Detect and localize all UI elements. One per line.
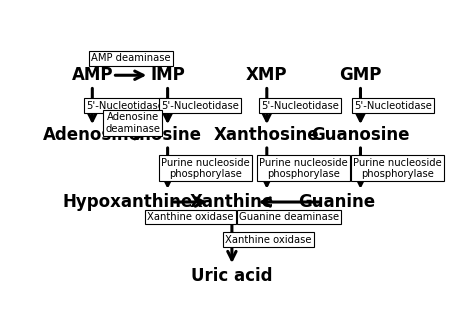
Text: Guanine: Guanine — [298, 193, 375, 211]
Text: Xanthine: Xanthine — [190, 193, 274, 211]
Text: AMP: AMP — [72, 66, 113, 84]
Text: Xanthine oxidase: Xanthine oxidase — [226, 235, 312, 245]
Text: Purine nucleoside
phosphorylase: Purine nucleoside phosphorylase — [353, 158, 442, 179]
Text: 5'-Nucleotidase: 5'-Nucleotidase — [261, 100, 339, 111]
Text: XMP: XMP — [246, 66, 288, 84]
Text: 5'-Nucleotidase: 5'-Nucleotidase — [86, 100, 164, 111]
Text: IMP: IMP — [150, 66, 185, 84]
Text: AMP deaminase: AMP deaminase — [91, 53, 171, 64]
Text: Adenosine
deaminase: Adenosine deaminase — [105, 112, 160, 134]
Text: Hypoxanthine: Hypoxanthine — [62, 193, 192, 211]
Text: Guanosine: Guanosine — [311, 126, 410, 144]
Text: Adenosine: Adenosine — [43, 126, 141, 144]
Text: Uric acid: Uric acid — [191, 267, 273, 285]
Text: Purine nucleoside
phosphorylase: Purine nucleoside phosphorylase — [161, 158, 250, 179]
Text: Xanthine oxidase: Xanthine oxidase — [147, 212, 234, 222]
Text: 5'-Nucleotidase: 5'-Nucleotidase — [354, 100, 432, 111]
Text: Xanthosine: Xanthosine — [214, 126, 319, 144]
Text: Inosine: Inosine — [134, 126, 201, 144]
Text: GMP: GMP — [339, 66, 382, 84]
Text: Purine nucleoside
phosphorylase: Purine nucleoside phosphorylase — [259, 158, 348, 179]
Text: 5'-Nucleotidase: 5'-Nucleotidase — [161, 100, 239, 111]
Text: Guanine deaminase: Guanine deaminase — [239, 212, 339, 222]
